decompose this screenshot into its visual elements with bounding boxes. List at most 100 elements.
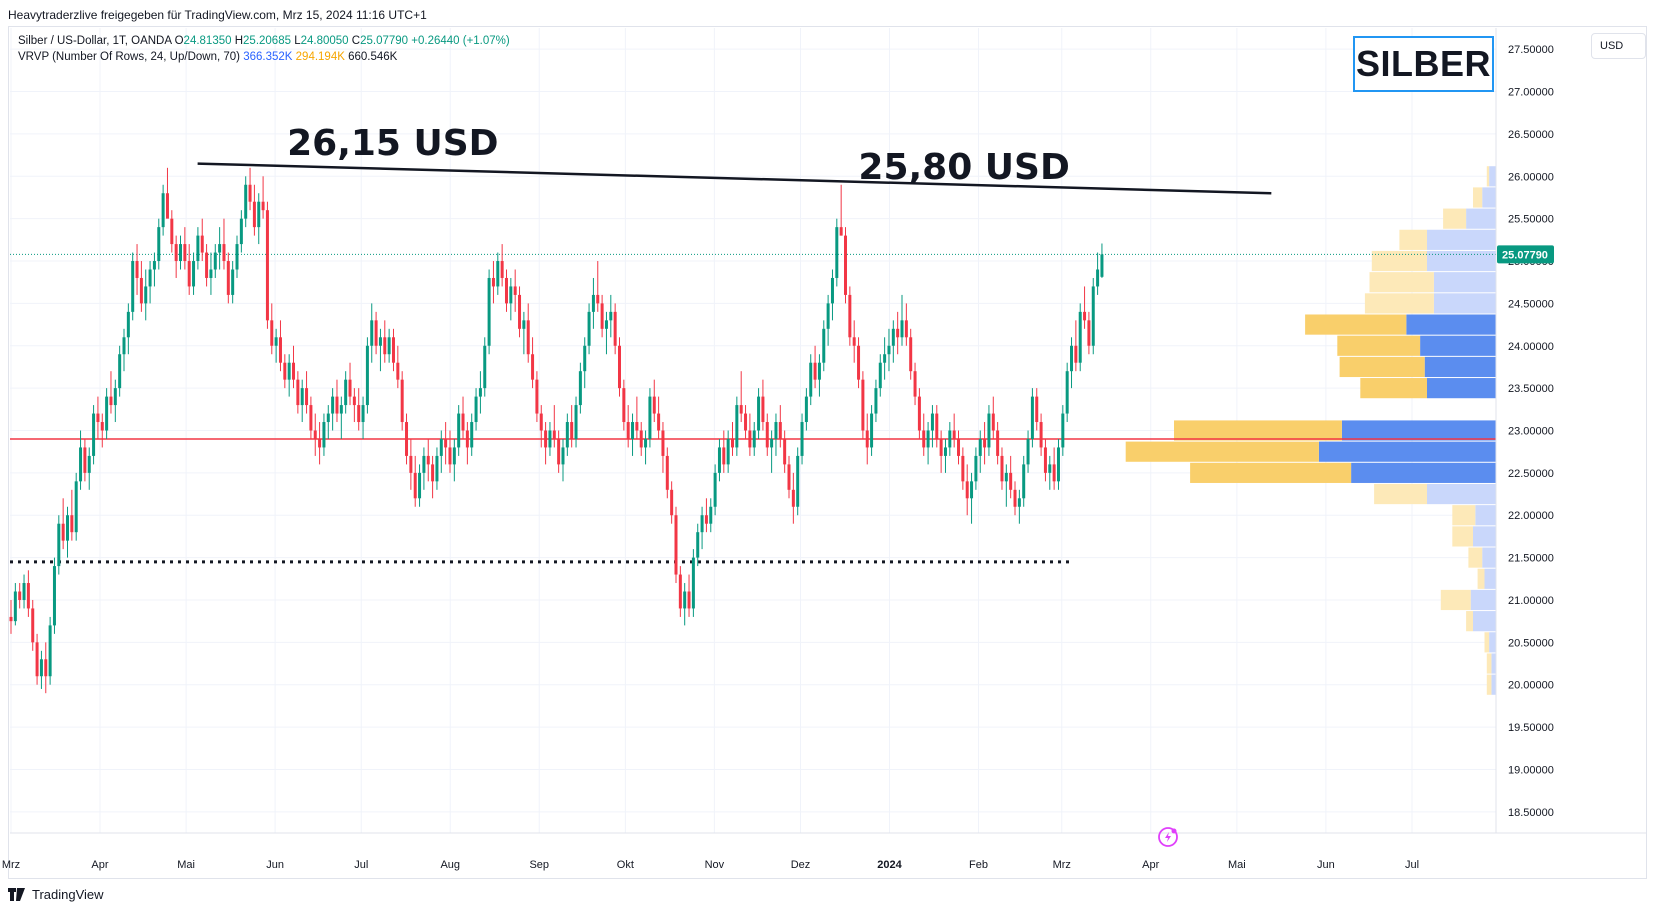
candle-body xyxy=(274,337,278,346)
candle-body xyxy=(1065,371,1069,414)
tradingview-logo-icon xyxy=(8,888,25,901)
candle-body xyxy=(200,235,204,253)
candle-body xyxy=(704,515,708,524)
candle-body xyxy=(522,320,526,329)
brand-name: TradingView xyxy=(32,886,104,902)
volume-profile-bar-down xyxy=(1371,250,1427,272)
candle-body xyxy=(652,396,656,414)
candle-body xyxy=(35,642,39,677)
candle-body xyxy=(557,438,561,465)
time-tick-label: Nov xyxy=(705,859,725,871)
candle-body xyxy=(626,422,630,439)
candle-body xyxy=(1039,422,1043,448)
time-axis[interactable]: Mrz Apr Mai Jun Jul Aug Sep Okt Nov Dez 2024 Feb Mrz… xyxy=(2,832,1646,871)
candle-body xyxy=(926,430,930,448)
candle-body xyxy=(678,574,682,609)
candle-body xyxy=(943,447,947,456)
volume-profile-bar-down xyxy=(1477,568,1485,589)
volume-profile-bar-up xyxy=(1475,505,1496,526)
candle-body xyxy=(874,388,878,414)
volume-profile-bar-down xyxy=(1486,166,1490,187)
candle-body xyxy=(1052,464,1056,482)
candle-body xyxy=(1096,269,1100,287)
candle-body xyxy=(135,261,139,278)
volume-profile-bar-down xyxy=(1484,632,1490,653)
price-axis[interactable]: 18.50000 19.00000 19.50000 20.00000 20.50000… xyxy=(1495,28,1554,833)
candle-body xyxy=(526,320,530,355)
time-tick-label: Apr xyxy=(1142,859,1159,871)
candle-body xyxy=(18,591,22,600)
chart-frame[interactable] xyxy=(8,26,1647,879)
title-box: SILBER xyxy=(1353,36,1494,92)
lightning-icon[interactable] xyxy=(1158,827,1178,847)
candle-body xyxy=(1056,447,1060,482)
candle-body xyxy=(152,261,156,270)
price-tick-label: 22.50000 xyxy=(1508,468,1554,480)
candle-body xyxy=(622,388,626,423)
candle-body xyxy=(391,337,395,363)
candle-body xyxy=(939,438,943,456)
candle-body xyxy=(974,455,978,482)
vrvp-label[interactable]: VRVP (Number Of Rows, 24, Up/Down, 70) xyxy=(18,51,240,63)
candle-body xyxy=(9,616,13,622)
volume-profile-bar-down xyxy=(1452,526,1473,547)
candle-body xyxy=(244,184,248,219)
volume-profile-bar-down xyxy=(1466,611,1473,632)
candle-body xyxy=(883,354,887,363)
time-tick-label: Aug xyxy=(440,859,460,871)
candle-body xyxy=(165,193,169,219)
close-label: C xyxy=(351,35,361,47)
candle-body xyxy=(474,396,478,423)
volume-profile-bar-up xyxy=(1482,547,1496,568)
candle-body xyxy=(930,413,934,431)
candle-body xyxy=(513,286,517,295)
candle-body xyxy=(435,455,439,482)
candle-body xyxy=(226,261,230,295)
drawings[interactable]: 26,15 USD 25,80 USD xyxy=(197,123,1272,195)
candle-body xyxy=(387,337,391,355)
currency-button[interactable]: USD xyxy=(1591,33,1646,59)
candle-body xyxy=(265,210,269,321)
price-tick-label: 20.00000 xyxy=(1508,680,1554,692)
candle-body xyxy=(148,269,152,287)
candle-body xyxy=(961,455,965,482)
candle-body xyxy=(409,455,413,473)
volume-profile-bar-down xyxy=(1486,653,1492,674)
candle-body xyxy=(709,506,713,524)
candle-body xyxy=(57,523,61,567)
symbol-info[interactable]: Silber / US-Dollar, 1T, OANDA xyxy=(18,35,172,47)
vrvp-up: 366.352K xyxy=(243,51,293,63)
candle-body xyxy=(270,320,274,346)
candle-body xyxy=(187,261,191,287)
candle-body xyxy=(144,286,148,304)
vrvp-total: 660.546K xyxy=(348,51,398,63)
candle-body xyxy=(13,591,17,622)
share-header: Heavytraderzlive freigegeben für Trading… xyxy=(0,0,1653,26)
candle-body xyxy=(87,455,91,473)
candle-body xyxy=(318,438,322,448)
candle-body xyxy=(683,591,687,609)
volume-profile-bar-up xyxy=(1484,568,1496,589)
volume-profile-bar-up xyxy=(1482,187,1496,208)
candle-body xyxy=(113,388,117,406)
candle-body xyxy=(452,447,456,465)
candle-body xyxy=(952,430,956,439)
price-tick-label: 19.50000 xyxy=(1508,722,1554,734)
change-value: +0.26440 (+1.07%) xyxy=(411,35,510,47)
candle-body xyxy=(887,345,891,355)
price-tick-label: 25.50000 xyxy=(1508,214,1554,226)
candle-body xyxy=(426,455,430,465)
candle-body xyxy=(809,362,813,397)
vrvp-down: 294.194K xyxy=(295,51,345,63)
candle-body xyxy=(218,244,222,253)
candle-body xyxy=(52,566,56,626)
time-tick-label: Dez xyxy=(791,859,811,871)
candle-body xyxy=(157,227,161,262)
candle-body xyxy=(561,447,565,465)
candle-body xyxy=(439,438,443,456)
candle-body xyxy=(674,515,678,575)
candle-body xyxy=(1048,464,1052,473)
candle-body xyxy=(739,405,743,414)
candle-body xyxy=(722,447,726,465)
